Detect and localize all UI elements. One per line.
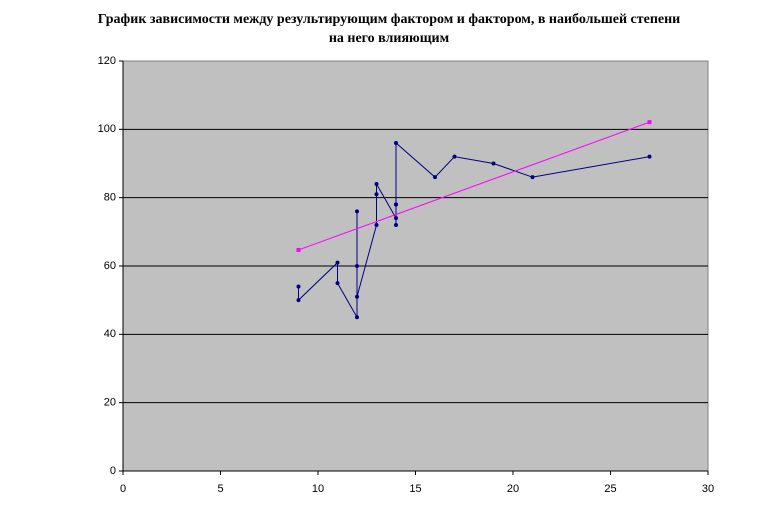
point — [296, 298, 301, 303]
point — [355, 264, 359, 268]
point — [296, 284, 301, 289]
point — [452, 154, 457, 159]
point — [394, 216, 398, 221]
x-tick-label: 5 — [217, 483, 223, 495]
series-line — [298, 121, 650, 251]
point — [647, 154, 652, 159]
point — [394, 223, 398, 227]
x-tick-label: 20 — [507, 483, 519, 495]
y-tick-label: 80 — [104, 192, 116, 204]
x-tick-label: 25 — [604, 483, 616, 495]
x-tick-label: 30 — [702, 483, 714, 495]
point — [491, 161, 496, 166]
y-tick-label: 120 — [98, 55, 116, 67]
point — [394, 141, 398, 145]
x-tick-label: 0 — [120, 483, 126, 495]
point — [647, 120, 652, 125]
y-tick-label: 40 — [104, 328, 116, 340]
point — [374, 182, 379, 186]
series-line — [298, 141, 650, 320]
point — [530, 175, 535, 180]
point — [335, 281, 340, 286]
y-tick-label: 20 — [104, 397, 116, 409]
y-tick-label: 60 — [104, 260, 116, 272]
point — [433, 175, 437, 180]
point — [355, 315, 359, 320]
y-tick-label: 100 — [98, 123, 116, 135]
y-tick-label: 0 — [110, 465, 116, 477]
x-tick-label: 10 — [312, 483, 324, 495]
point — [374, 192, 379, 197]
point — [335, 260, 340, 265]
point — [355, 294, 359, 299]
point — [374, 223, 379, 227]
point — [296, 247, 301, 252]
chart-title: График зависимости между результирующим … — [97, 12, 681, 46]
point — [355, 209, 359, 214]
point — [394, 202, 398, 207]
x-tick-label: 15 — [409, 483, 421, 495]
